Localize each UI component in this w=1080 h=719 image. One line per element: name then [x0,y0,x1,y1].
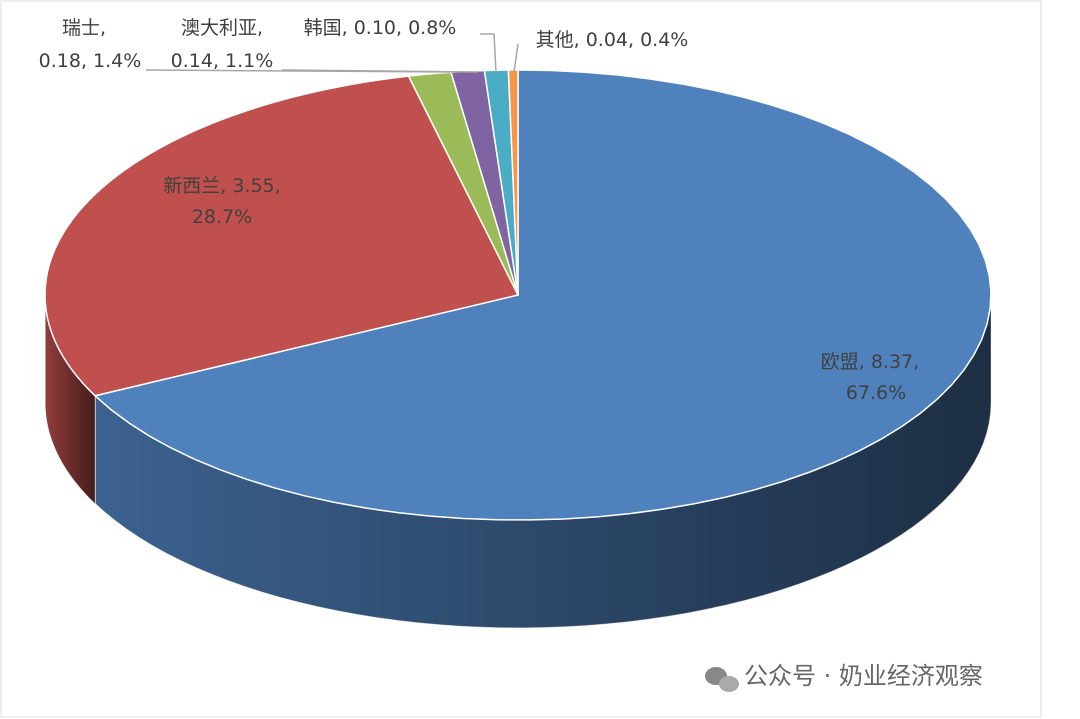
label-part: 欧盟 [821,351,859,373]
data-label: 瑞士, [62,17,106,39]
label-part: 澳大利亚 [181,17,257,39]
slice [93,69,992,521]
label-part: 瑞士 [62,17,100,39]
label-separator: , [574,29,580,51]
slice-side-shade [95,295,992,628]
label-separator: , [859,351,865,373]
label-separator: , [81,50,87,72]
data-label: 新西兰, 3.55, [163,175,280,197]
label-part: 67.6% [846,382,906,404]
label-separator: , [257,17,263,39]
label-part: 韩国 [304,17,342,39]
slice [44,75,520,397]
label-separator: , [220,175,226,197]
label-separator: , [913,351,919,373]
leader-line [480,33,497,73]
label-part: 0.4% [640,29,688,51]
data-label: 韩国, 0.10, 0.8% [304,17,457,39]
data-label: 其他, 0.04, 0.4% [536,29,689,51]
label-separator: , [213,50,219,72]
label-part: 28.7% [192,206,252,228]
label-separator: , [342,17,348,39]
data-label: 67.6% [846,382,906,404]
label-part: 3.55 [232,175,274,197]
label-separator: , [275,175,281,197]
label-part: 其他 [536,29,574,51]
label-part: 0.8% [408,17,456,39]
label-part: 0.18 [39,50,81,72]
leader-line [513,43,519,73]
label-part: 0.14 [171,50,213,72]
wechat-icon [705,667,739,692]
label-separator: , [628,29,634,51]
leader-line [281,69,479,73]
data-label: 28.7% [192,206,252,228]
label-part: 0.10 [354,17,396,39]
slice [507,69,519,296]
watermark: 公众号 · 奶业经济观察 [744,662,983,690]
label-separator: , [100,17,106,39]
label-part: 0.04 [586,29,628,51]
pie-top [44,69,992,521]
label-part: 1.1% [225,50,273,72]
slice [407,71,519,296]
data-label: 0.18, 1.4% [39,50,142,72]
label-part: 1.4% [93,50,141,72]
data-label: 欧盟, 8.37, [821,351,919,373]
data-label: 澳大利亚, [181,17,263,39]
label-separator: , [396,17,402,39]
data-label: 0.14, 1.1% [171,50,274,72]
label-part: 8.37 [871,351,913,373]
label-part: 新西兰 [163,175,220,197]
